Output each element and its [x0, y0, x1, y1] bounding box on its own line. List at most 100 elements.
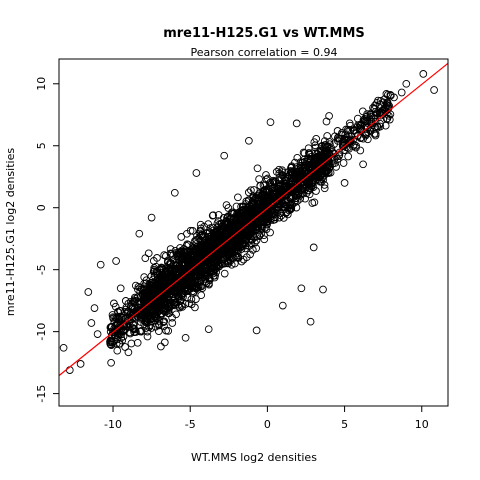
data-point	[357, 133, 366, 142]
data-point	[170, 293, 179, 302]
data-point	[159, 286, 168, 295]
data-point	[159, 317, 168, 326]
data-point	[110, 331, 119, 340]
data-point	[145, 286, 153, 295]
data-point	[263, 174, 272, 183]
data-point	[230, 259, 239, 268]
data-point	[373, 122, 381, 131]
data-point	[165, 302, 174, 311]
data-point	[175, 251, 183, 260]
data-point	[160, 338, 169, 347]
data-point	[315, 156, 324, 165]
data-point	[206, 232, 215, 241]
data-point	[361, 131, 370, 140]
data-point	[155, 307, 163, 315]
data-point	[193, 278, 202, 287]
y-tick-label: 0	[35, 204, 48, 211]
outlier-point	[397, 88, 406, 97]
outlier-point	[135, 229, 144, 238]
data-point	[143, 332, 152, 341]
data-point	[216, 227, 225, 235]
outlier-point	[59, 343, 68, 352]
scatter-points	[59, 70, 438, 374]
x-tick-label: -5	[185, 418, 196, 431]
data-point	[248, 246, 257, 254]
data-point	[287, 185, 296, 194]
data-point	[229, 225, 237, 234]
data-point	[151, 322, 160, 331]
data-point	[203, 239, 212, 248]
data-point	[116, 339, 124, 348]
data-point	[282, 209, 290, 217]
x-tick-label: 5	[341, 418, 348, 431]
data-point	[292, 165, 301, 174]
data-point	[144, 249, 153, 258]
data-point	[326, 140, 334, 149]
data-point	[223, 229, 232, 238]
x-axis-label: WT.MMS log2 densities	[191, 451, 317, 464]
data-point	[146, 298, 155, 306]
data-point	[150, 305, 158, 314]
data-point	[276, 195, 284, 203]
data-point	[339, 159, 348, 167]
data-point	[161, 273, 170, 282]
outlier-point	[349, 127, 358, 135]
data-point	[295, 171, 304, 179]
data-point	[153, 280, 162, 288]
outlier-point	[390, 93, 398, 102]
data-point	[346, 126, 355, 134]
data-point	[115, 315, 124, 324]
data-point	[279, 183, 288, 192]
data-point	[293, 197, 302, 205]
data-point	[246, 250, 254, 259]
outlier-point	[93, 330, 102, 338]
data-point	[320, 181, 329, 189]
data-point	[210, 259, 219, 268]
data-point	[174, 293, 183, 301]
data-point	[369, 103, 377, 112]
data-point	[298, 189, 307, 197]
data-point	[196, 220, 205, 229]
data-point	[267, 212, 276, 220]
data-point	[362, 113, 370, 121]
data-point	[263, 185, 272, 194]
data-point	[187, 260, 195, 269]
data-point	[320, 184, 329, 193]
data-point	[287, 204, 296, 213]
data-point	[195, 258, 203, 267]
data-point	[189, 244, 198, 252]
data-point	[118, 322, 127, 330]
data-point	[147, 315, 156, 323]
outlier-point	[278, 301, 287, 310]
data-point	[124, 299, 133, 308]
data-point	[221, 221, 230, 230]
data-point	[153, 271, 162, 279]
x-tick-label: 10	[415, 418, 429, 431]
outlier-point	[181, 333, 190, 342]
data-point	[247, 211, 256, 219]
data-point	[136, 327, 144, 336]
data-point	[111, 313, 120, 321]
data-point	[310, 156, 319, 165]
data-point	[275, 213, 284, 222]
data-point	[183, 229, 191, 238]
data-point	[262, 171, 270, 179]
data-point	[242, 208, 251, 217]
data-point	[221, 259, 229, 267]
data-point	[152, 262, 160, 271]
data-point	[160, 322, 168, 330]
data-point	[241, 227, 250, 235]
data-point	[301, 168, 309, 177]
data-point	[376, 122, 385, 131]
outlier-point	[402, 79, 411, 88]
data-point	[358, 107, 367, 116]
data-point	[174, 285, 183, 294]
data-point	[241, 211, 250, 220]
outlier-point	[220, 151, 229, 160]
data-point	[177, 301, 186, 310]
data-point	[184, 248, 192, 257]
data-point	[167, 250, 176, 258]
data-point	[335, 152, 343, 160]
outlier-point	[157, 342, 165, 351]
data-point	[192, 240, 201, 248]
